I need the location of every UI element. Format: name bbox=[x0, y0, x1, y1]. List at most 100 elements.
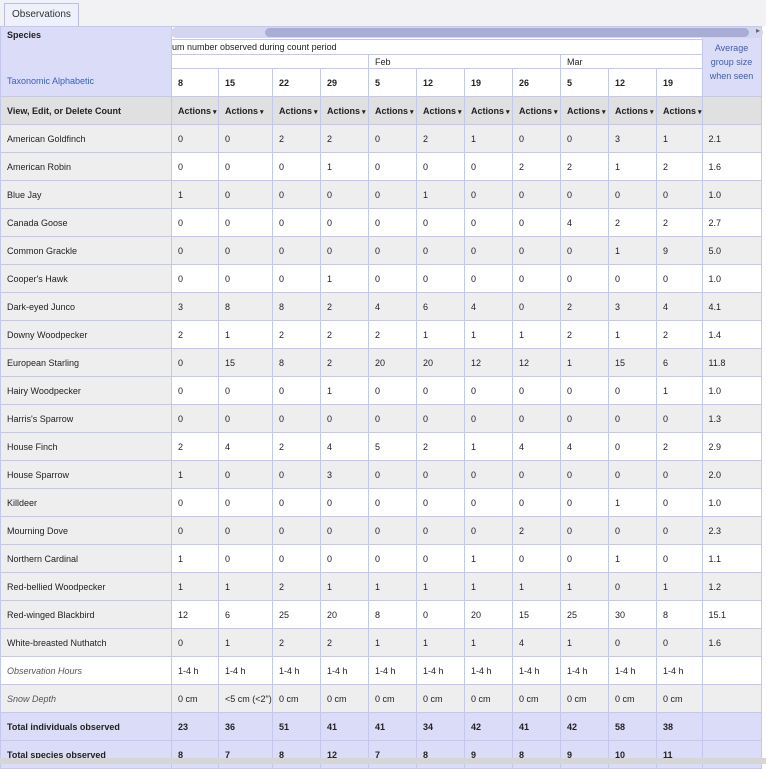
count-cell[interactable]: 0 bbox=[272, 516, 321, 545]
count-cell[interactable]: 1 bbox=[320, 572, 369, 601]
count-cell[interactable]: 1 bbox=[560, 628, 609, 657]
count-cell[interactable]: 0 bbox=[218, 264, 273, 293]
count-cell[interactable]: 4 bbox=[656, 292, 703, 321]
count-cell[interactable]: 0 bbox=[320, 404, 369, 433]
count-cell[interactable]: 0 bbox=[272, 264, 321, 293]
count-cell[interactable]: 1 bbox=[656, 376, 703, 405]
count-cell[interactable]: 0 bbox=[656, 264, 703, 293]
count-cell[interactable]: 1 bbox=[512, 572, 561, 601]
count-cell[interactable]: 15 bbox=[608, 348, 657, 377]
count-cell[interactable]: 1 bbox=[320, 264, 369, 293]
count-cell[interactable]: 2 bbox=[560, 292, 609, 321]
count-cell[interactable]: 0 bbox=[218, 404, 273, 433]
count-cell[interactable]: 0 bbox=[368, 208, 417, 237]
count-cell[interactable]: 0 bbox=[512, 544, 561, 573]
count-cell[interactable]: 0 bbox=[218, 124, 273, 153]
count-cell[interactable]: 0 bbox=[416, 516, 465, 545]
count-cell[interactable]: 1 bbox=[464, 572, 513, 601]
count-cell[interactable]: 0 bbox=[272, 376, 321, 405]
count-cell[interactable]: 0 bbox=[416, 236, 465, 265]
count-cell[interactable]: 0 bbox=[608, 180, 657, 209]
count-cell[interactable]: 1 bbox=[416, 320, 465, 349]
count-cell[interactable]: 1 bbox=[464, 124, 513, 153]
count-cell[interactable]: 2 bbox=[320, 292, 369, 321]
count-cell[interactable]: 0 bbox=[368, 264, 417, 293]
count-cell[interactable]: 3 bbox=[608, 292, 657, 321]
count-cell[interactable]: 0 bbox=[171, 516, 219, 545]
count-cell[interactable]: 0 bbox=[608, 432, 657, 461]
count-cell[interactable]: 0 bbox=[272, 404, 321, 433]
count-cell[interactable]: 0 bbox=[512, 292, 561, 321]
count-cell[interactable]: 0 bbox=[416, 264, 465, 293]
count-cell[interactable]: 2 bbox=[656, 152, 703, 181]
count-cell[interactable]: 20 bbox=[416, 348, 465, 377]
count-cell[interactable]: 1 bbox=[656, 124, 703, 153]
count-cell[interactable]: 1 bbox=[416, 628, 465, 657]
count-cell[interactable]: 0 bbox=[464, 152, 513, 181]
count-cell[interactable]: 0 bbox=[656, 404, 703, 433]
count-cell[interactable]: 20 bbox=[464, 600, 513, 629]
count-cell[interactable]: 0 bbox=[368, 460, 417, 489]
count-cell[interactable]: 0 bbox=[368, 124, 417, 153]
count-cell[interactable]: 0 bbox=[218, 236, 273, 265]
count-cell[interactable]: 0 bbox=[608, 516, 657, 545]
count-cell[interactable]: 2 bbox=[320, 628, 369, 657]
count-cell[interactable]: 12 bbox=[171, 600, 219, 629]
actions-dropdown[interactable]: Actions ▾ bbox=[368, 96, 417, 125]
count-cell[interactable]: 1 bbox=[218, 320, 273, 349]
tab-observations[interactable]: Observations bbox=[4, 3, 79, 26]
count-cell[interactable]: 1 bbox=[218, 572, 273, 601]
actions-dropdown[interactable]: Actions ▾ bbox=[656, 96, 703, 125]
count-cell[interactable]: 2 bbox=[272, 432, 321, 461]
count-cell[interactable]: 1 bbox=[171, 544, 219, 573]
count-cell[interactable]: 0 bbox=[608, 376, 657, 405]
count-cell[interactable]: 0 bbox=[171, 376, 219, 405]
count-cell[interactable]: 1 bbox=[608, 544, 657, 573]
count-cell[interactable]: 4 bbox=[464, 292, 513, 321]
count-cell[interactable]: 0 bbox=[368, 404, 417, 433]
count-cell[interactable]: 0 bbox=[512, 208, 561, 237]
count-cell[interactable]: 0 bbox=[368, 516, 417, 545]
scrollbar-thumb[interactable] bbox=[265, 28, 749, 37]
count-cell[interactable]: 1 bbox=[320, 152, 369, 181]
count-cell[interactable]: 0 bbox=[218, 516, 273, 545]
count-cell[interactable]: 0 bbox=[368, 236, 417, 265]
count-cell[interactable]: 2 bbox=[320, 320, 369, 349]
count-cell[interactable]: 15 bbox=[218, 348, 273, 377]
count-cell[interactable]: 0 bbox=[320, 236, 369, 265]
count-cell[interactable]: 1 bbox=[416, 572, 465, 601]
count-cell[interactable]: 1 bbox=[416, 180, 465, 209]
count-cell[interactable]: 0 bbox=[512, 404, 561, 433]
horizontal-scrollbar[interactable]: ▸ bbox=[171, 26, 763, 38]
actions-dropdown[interactable]: Actions ▾ bbox=[608, 96, 657, 125]
count-cell[interactable]: 15 bbox=[512, 600, 561, 629]
count-cell[interactable]: 0 bbox=[171, 628, 219, 657]
count-cell[interactable]: 2 bbox=[656, 320, 703, 349]
count-cell[interactable]: 8 bbox=[656, 600, 703, 629]
count-cell[interactable]: 5 bbox=[368, 432, 417, 461]
count-cell[interactable]: 0 bbox=[368, 544, 417, 573]
count-cell[interactable]: 2 bbox=[171, 432, 219, 461]
count-cell[interactable]: 2 bbox=[272, 628, 321, 657]
count-cell[interactable]: 0 bbox=[218, 208, 273, 237]
count-cell[interactable]: 1 bbox=[512, 320, 561, 349]
count-cell[interactable]: 1 bbox=[608, 320, 657, 349]
count-cell[interactable]: 3 bbox=[320, 460, 369, 489]
count-cell[interactable]: 0 bbox=[656, 180, 703, 209]
count-cell[interactable]: 1 bbox=[320, 376, 369, 405]
actions-dropdown[interactable]: Actions ▾ bbox=[560, 96, 609, 125]
count-cell[interactable]: 0 bbox=[171, 404, 219, 433]
count-cell[interactable]: 0 bbox=[560, 236, 609, 265]
count-cell[interactable]: 0 bbox=[608, 460, 657, 489]
count-cell[interactable]: 3 bbox=[171, 292, 219, 321]
count-cell[interactable]: 8 bbox=[368, 600, 417, 629]
count-cell[interactable]: 0 bbox=[656, 488, 703, 517]
count-cell[interactable]: 1 bbox=[368, 628, 417, 657]
count-cell[interactable]: 0 bbox=[560, 516, 609, 545]
count-cell[interactable]: 0 bbox=[560, 376, 609, 405]
count-cell[interactable]: 0 bbox=[171, 124, 219, 153]
count-cell[interactable]: 0 bbox=[272, 180, 321, 209]
count-cell[interactable]: 0 bbox=[320, 488, 369, 517]
count-cell[interactable]: 8 bbox=[272, 348, 321, 377]
count-cell[interactable]: 0 bbox=[560, 460, 609, 489]
